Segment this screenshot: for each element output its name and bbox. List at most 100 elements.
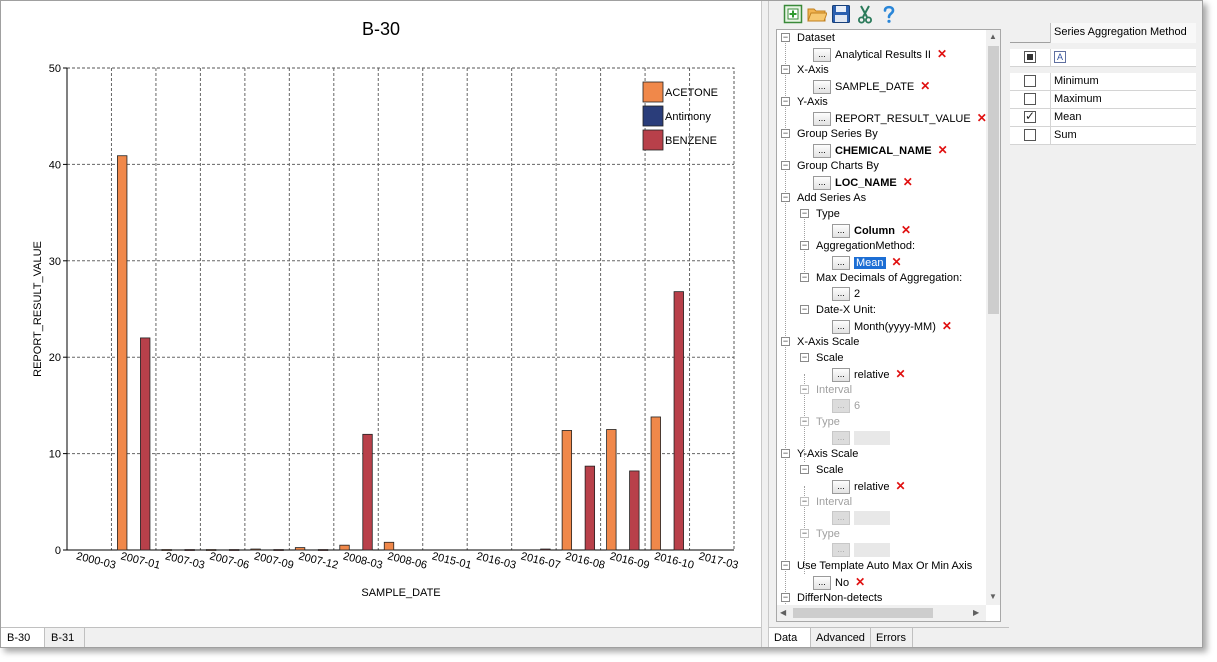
collapse-yaxis-toggle[interactable]: − <box>781 96 790 106</box>
collapse-y-scale-toggle[interactable]: − <box>800 464 809 474</box>
collapse-xaxis-toggle[interactable]: − <box>781 64 790 74</box>
agg-method-picker-button[interactable]: ... <box>832 256 850 271</box>
xaxis-picker-button[interactable]: ... <box>813 80 831 95</box>
toolbar <box>769 1 1009 27</box>
add-chart-icon[interactable] <box>783 4 803 24</box>
clear-xaxis-icon[interactable]: ✕ <box>920 79 931 93</box>
bar-benzene <box>540 548 551 551</box>
clear-dataset-icon[interactable]: ✕ <box>936 47 948 61</box>
tab-b-30[interactable]: B-30 <box>1 628 45 647</box>
bar-acetone <box>339 544 350 551</box>
x-tick-label: 2016-07 <box>520 550 562 571</box>
tree-horizontal-scroll-thumb[interactable] <box>793 608 933 618</box>
bar-benzene <box>140 337 151 551</box>
y-tick-label: 0 <box>55 545 61 557</box>
template-picker-button[interactable]: ... <box>813 576 831 591</box>
scroll-right-icon[interactable]: ▶ <box>973 608 980 617</box>
text-format-icon[interactable]: A <box>1054 51 1066 63</box>
minimum-checkbox[interactable] <box>1024 75 1036 87</box>
select-all-checkbox[interactable] <box>1024 51 1036 63</box>
collapse-group-charts-toggle[interactable]: − <box>781 160 790 170</box>
aggregation-grid: Series Aggregation Method A Minimum Maxi… <box>1009 1 1202 647</box>
aggregation-row-mean[interactable]: Mean <box>1010 109 1196 127</box>
help-icon[interactable] <box>879 4 899 24</box>
maximum-checkbox[interactable] <box>1024 93 1036 105</box>
bar-acetone <box>650 416 661 551</box>
max-decimals-label: Max Decimals of Aggregation: <box>816 272 963 284</box>
collapse-group-series-toggle[interactable]: − <box>781 128 790 138</box>
aggregation-header-cell[interactable]: Series Aggregation Method <box>1050 23 1196 43</box>
x-scale-picker-button[interactable]: ... <box>832 368 850 383</box>
collapse-template-toggle[interactable]: − <box>781 560 790 570</box>
clear-group-charts-icon[interactable]: ✕ <box>902 175 913 189</box>
x-axis-label: SAMPLE_DATE <box>361 587 440 599</box>
collapse-dataset-toggle[interactable]: − <box>781 32 790 42</box>
max-decimals-picker-button[interactable]: ... <box>832 287 850 302</box>
clear-type-icon[interactable]: ✕ <box>900 223 912 237</box>
clear-group-series-icon[interactable]: ✕ <box>937 143 948 157</box>
open-folder-icon[interactable] <box>807 4 827 24</box>
bar-acetone <box>250 548 261 551</box>
clear-x-scale-icon[interactable]: ✕ <box>895 367 906 381</box>
sum-checkbox[interactable] <box>1024 129 1036 141</box>
tree-vertical-scrollbar[interactable]: ▲ ▼ <box>986 30 1000 605</box>
scroll-up-icon[interactable]: ▲ <box>989 32 997 41</box>
x-interval-picker-button: ... <box>832 399 850 414</box>
x-tick-label: 2007-03 <box>164 550 206 571</box>
y-interval-value-field <box>854 511 890 526</box>
tab-errors[interactable]: Errors <box>871 628 913 647</box>
clear-yaxis-icon[interactable]: ✕ <box>976 111 986 125</box>
type-label: Type <box>816 208 840 220</box>
y-scale-value: relative <box>854 481 890 493</box>
collapse-x-scale-toggle[interactable]: − <box>800 352 809 362</box>
agg-method-value[interactable]: Mean <box>854 257 886 269</box>
bar-acetone <box>383 541 395 551</box>
bar-benzene <box>629 470 640 551</box>
type-picker-button[interactable]: ... <box>832 224 850 239</box>
clear-date-unit-icon[interactable]: ✕ <box>941 319 952 333</box>
cut-scissors-icon[interactable] <box>855 4 875 24</box>
collapse-max-decimals-toggle[interactable]: − <box>800 272 809 282</box>
x-tick-label: 2016-10 <box>653 550 695 571</box>
x-tick-label: 2008-06 <box>386 550 428 571</box>
x-type-value-field <box>854 431 890 446</box>
scroll-left-icon[interactable]: ◀ <box>780 608 787 617</box>
date-unit-picker-button[interactable]: ... <box>832 320 850 335</box>
bar-acetone <box>561 430 573 551</box>
y-scale-picker-button[interactable]: ... <box>832 480 850 495</box>
scroll-down-icon[interactable]: ▼ <box>989 592 997 601</box>
bar-acetone <box>294 547 306 551</box>
collapse-agg-method-toggle[interactable]: − <box>800 240 809 250</box>
collapse-xaxis-scale-toggle[interactable]: − <box>781 336 790 346</box>
legend-swatch-acetone <box>642 81 664 103</box>
group-series-picker-button[interactable]: ... <box>813 144 831 159</box>
chart-panel: B-30 0 10 20 30 40 50 2000-03 2007-01 2007-03 2007… <box>1 1 761 627</box>
dataset-picker-button[interactable]: ... <box>813 48 831 63</box>
collapse-differ-toggle[interactable]: − <box>781 592 790 602</box>
clear-agg-method-icon[interactable]: ✕ <box>891 255 902 269</box>
aggregation-row-maximum[interactable]: Maximum <box>1010 91 1196 109</box>
aggregation-row-sum[interactable]: Sum <box>1010 127 1196 145</box>
collapse-add-series-toggle[interactable]: − <box>781 192 790 202</box>
app-window: B-30 0 10 20 30 40 50 2000-03 2007-01 2007-03 2007… <box>0 0 1203 648</box>
tab-b-31[interactable]: B-31 <box>45 628 85 647</box>
tab-advanced[interactable]: Advanced <box>811 628 871 647</box>
tree-horizontal-scrollbar[interactable]: ◀ ▶ <box>777 605 986 621</box>
aggregation-row-minimum[interactable]: Minimum <box>1010 73 1196 91</box>
yaxis-picker-button[interactable]: ... <box>813 112 831 127</box>
collapse-type-toggle[interactable]: − <box>800 208 809 218</box>
tree-vertical-scroll-thumb[interactable] <box>988 46 999 314</box>
collapse-date-unit-toggle[interactable]: − <box>800 304 809 314</box>
tab-data[interactable]: Data <box>769 628 811 647</box>
save-disk-icon[interactable] <box>831 4 851 24</box>
mean-checkbox[interactable] <box>1024 109 1036 123</box>
clear-template-icon[interactable]: ✕ <box>855 575 866 589</box>
clear-y-scale-icon[interactable]: ✕ <box>895 479 906 493</box>
panel-splitter[interactable] <box>761 1 769 647</box>
y-axis-label: REPORT_RESULT_VALUE <box>32 241 44 377</box>
collapse-yaxis-scale-toggle[interactable]: − <box>781 448 790 458</box>
group-charts-picker-button[interactable]: ... <box>813 176 831 191</box>
xaxis-value: SAMPLE_DATE <box>835 81 915 93</box>
add-series-label: Add Series As <box>797 192 867 204</box>
bar-acetone <box>117 155 128 551</box>
